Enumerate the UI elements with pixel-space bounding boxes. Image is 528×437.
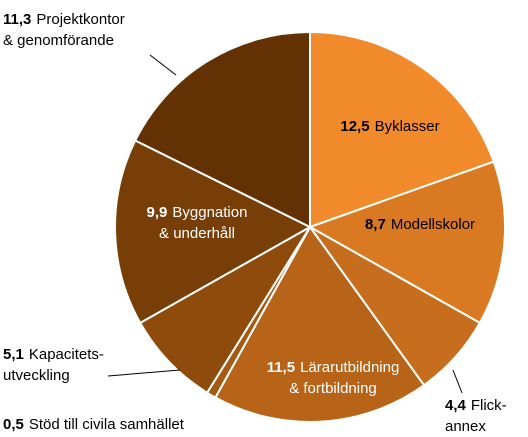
slice-label: 11,5 Lärarutbildning & fortbildning — [267, 359, 400, 397]
category-label: Byggnation — [172, 204, 247, 221]
pie-slice — [214, 225, 426, 423]
value-label: 11,3 — [3, 11, 31, 28]
value-label: 12,5 — [340, 118, 369, 135]
slice-label: 5,1 Kapacitets-utveckling — [3, 346, 104, 384]
slice-label: 11,3 Projektkontor & genomförande — [3, 11, 125, 49]
category-label: Stöd till civila samhället — [29, 416, 185, 433]
value-label: 0,5 — [3, 416, 24, 433]
category-label: & genomförande — [3, 32, 114, 49]
leader-line — [452, 369, 463, 394]
pie-slice — [138, 226, 311, 395]
category-label: Projektkontor — [36, 11, 124, 28]
category-label: & fortbildning — [289, 380, 377, 397]
category-label: annex — [445, 418, 486, 435]
pie-slice — [309, 30, 496, 229]
category-label: Byklasser — [375, 118, 440, 135]
value-label: 5,1 — [3, 346, 24, 363]
value-label: 9,9 — [147, 204, 168, 221]
slice-label: 12,5 Byklasser — [340, 118, 439, 135]
value-label: 8,7 — [365, 216, 386, 233]
value-label: 4,4 — [445, 397, 467, 414]
pie-slice — [133, 30, 311, 229]
category-label: Lärarutbildning — [300, 359, 399, 376]
category-label: Flick- — [471, 397, 507, 414]
value-label: 11,5 — [267, 359, 295, 376]
category-label: Modellskolor — [391, 216, 475, 233]
category-label: Kapacitets- — [29, 346, 104, 363]
pie-slice — [307, 160, 506, 325]
slice-label: 0,5 Stöd till civila samhället — [3, 416, 185, 433]
leader-line — [107, 369, 181, 377]
category-label: & underhåll — [159, 225, 235, 242]
slice-label: 9,9 Byggnation & underhåll — [147, 204, 248, 242]
slice-label: 4,4 Flick-annex — [445, 397, 507, 435]
pie-slice — [114, 139, 313, 325]
category-label: utveckling — [3, 367, 70, 384]
slice-label: 8,7 Modellskolor — [365, 216, 475, 233]
leader-line — [149, 54, 177, 76]
